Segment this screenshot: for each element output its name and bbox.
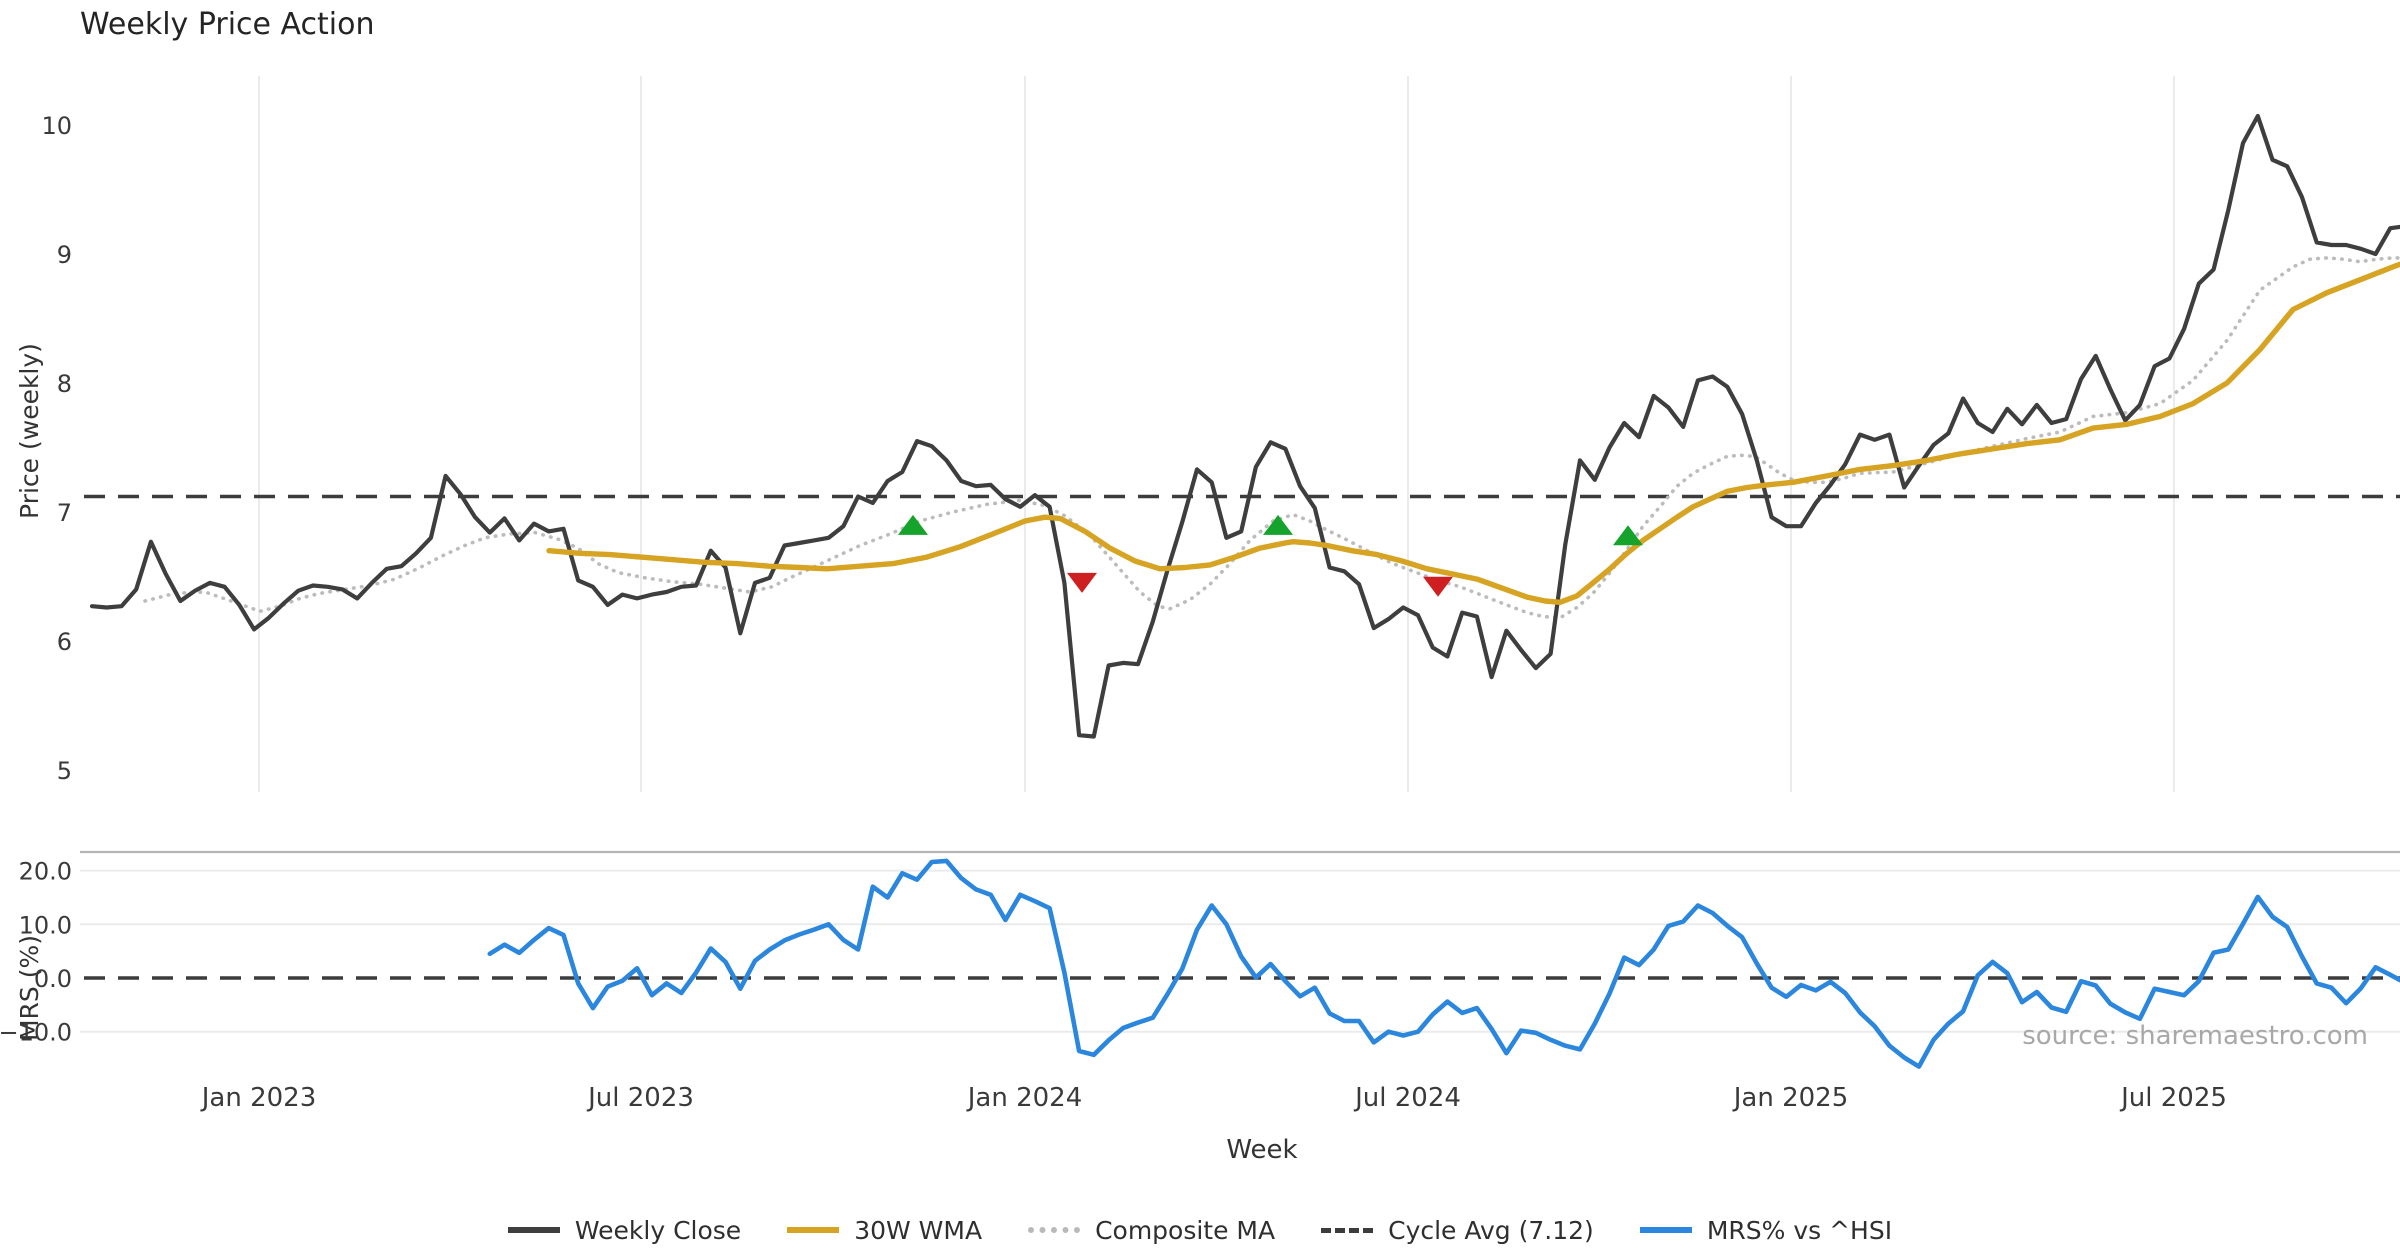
series-layer [84, 113, 2400, 1069]
buy-signal-triangle-icon [1613, 525, 1643, 546]
legend-label: Composite MA [1095, 1215, 1276, 1245]
source-note: source: sharemaestro.com [2022, 1021, 2368, 1051]
gridlines-layer [80, 76, 2400, 1033]
price-ytick-label: 5 [57, 757, 72, 785]
date-tick-label: Jul 2023 [586, 1083, 694, 1113]
mrs-ytick-label: 20.0 [19, 858, 72, 886]
wma-30w-line [546, 261, 2400, 605]
date-tick-label: Jan 2023 [200, 1083, 317, 1113]
price-axis-label: Price (weekly) [15, 343, 44, 519]
price-ytick-label: 8 [57, 370, 72, 398]
signal-markers-layer [898, 514, 1643, 597]
price-ytick-label: 6 [57, 628, 72, 656]
legend-swatch-icon [507, 1227, 560, 1233]
price-ytick-label: 7 [57, 499, 72, 527]
mrs-ytick-label: 0.0 [34, 965, 72, 993]
date-tick-label: Jan 2024 [966, 1083, 1083, 1113]
mrs-ytick-label: 10.0 [19, 911, 72, 939]
price-ytick-label: 9 [57, 241, 72, 269]
buy-signal-triangle-icon [1263, 514, 1293, 535]
legend-swatch-icon [1028, 1227, 1081, 1233]
mrs-axis-label: MRS (%) [15, 935, 44, 1041]
legend-swatch-icon [1639, 1227, 1692, 1233]
legend-label: MRS% vs ^HSI [1706, 1215, 1893, 1245]
date-tick-label: Jan 2025 [1732, 1083, 1849, 1113]
chart-title: Weekly Price Action [80, 7, 375, 42]
legend-label: Weekly Close [574, 1215, 742, 1245]
chart-legend: Weekly Close 30W WMA Composite MA Cycle Avg… [0, 1206, 2400, 1254]
sell-signal-triangle-icon [1423, 576, 1453, 597]
x-axis-label: Week [1226, 1135, 1297, 1165]
date-tick-label: Jul 2024 [1353, 1083, 1461, 1113]
legend-item-mrs-vs-hsi: MRS% vs ^HSI [1639, 1215, 1893, 1245]
legend-label: 30W WMA [854, 1215, 983, 1245]
weekly-close-line [89, 113, 2400, 739]
mrs-ytick-label: −10.0 [0, 1019, 72, 1047]
mrs-vs-hsi-line [487, 858, 2400, 1069]
legend-item-weekly-close: Weekly Close [507, 1215, 742, 1245]
legend-swatch-icon [787, 1227, 840, 1233]
legend-item-cycle-avg-7-12: Cycle Avg (7.12) [1321, 1216, 1594, 1245]
buy-signal-triangle-icon [898, 514, 928, 535]
price-ytick-label: 10 [41, 112, 72, 140]
legend-label: Cycle Avg (7.12) [1388, 1215, 1594, 1245]
legend-item-composite-ma: Composite MA [1028, 1216, 1275, 1245]
date-tick-label: Jul 2025 [2119, 1083, 2227, 1113]
text-layer: Weekly Price Action Price (weekly) MRS (… [0, 7, 2368, 1165]
legend-swatch-icon [1321, 1227, 1374, 1233]
sell-signal-triangle-icon [1067, 572, 1097, 593]
legend-item-30w-wma: 30W WMA [787, 1216, 982, 1245]
